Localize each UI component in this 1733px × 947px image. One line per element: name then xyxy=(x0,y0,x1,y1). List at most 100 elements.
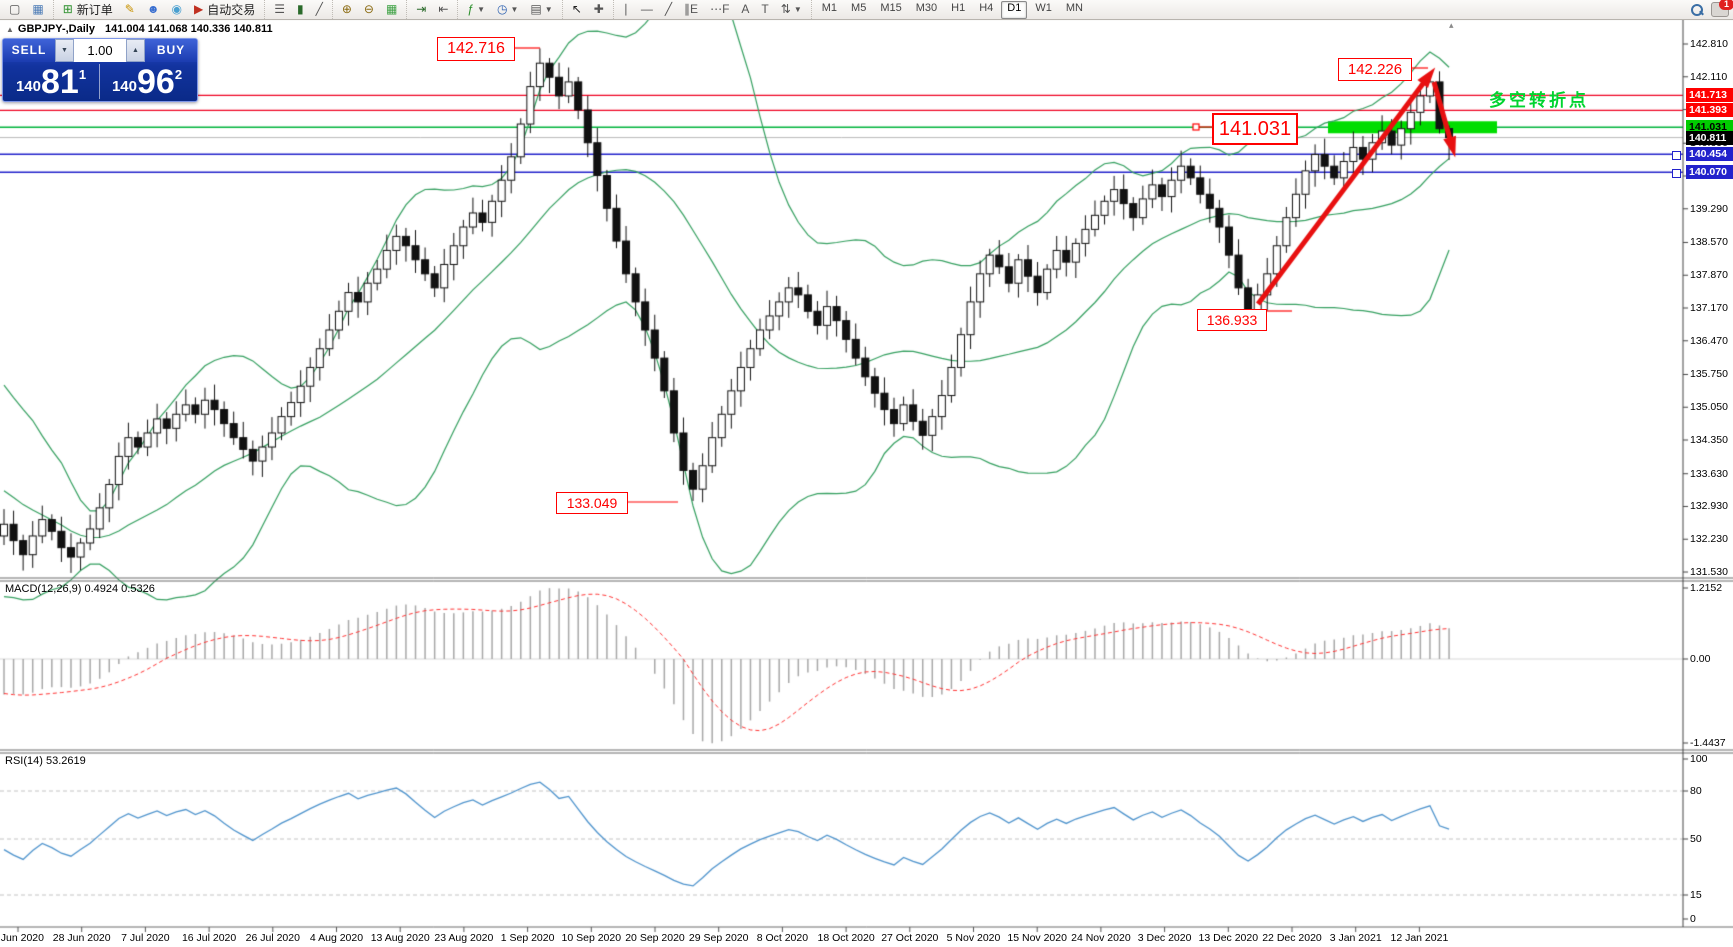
date-axis-label[interactable]: 4 Aug 2020 xyxy=(309,932,364,944)
notifications-icon[interactable]: 1 xyxy=(1711,0,1733,17)
timeframe-w1-button[interactable]: W1 xyxy=(1035,1,1052,14)
sell-button[interactable]: SELL xyxy=(3,39,55,62)
auto-scroll-icon: ⇥ xyxy=(416,2,427,16)
date-axis-label[interactable]: 29 Sep 2020 xyxy=(688,932,749,944)
low-label-dec[interactable]: 136.933 xyxy=(1197,309,1267,331)
text-icon: A xyxy=(741,2,750,16)
text-button[interactable]: A xyxy=(736,0,754,19)
date-axis-label[interactable]: 10 Sep 2020 xyxy=(561,932,622,944)
line-handle[interactable] xyxy=(1672,150,1681,160)
auto-scroll-button[interactable]: ⇥ xyxy=(411,0,431,19)
crosshair-button[interactable]: ✚ xyxy=(589,0,609,19)
zoom-in-button[interactable]: ⊕ xyxy=(337,0,357,19)
signals-button[interactable]: ◉ xyxy=(166,0,186,19)
date-axis-label[interactable]: 24 Nov 2020 xyxy=(1071,932,1131,944)
buy-button[interactable]: BUY xyxy=(145,39,197,62)
timeframe-h4-button[interactable]: H4 xyxy=(979,1,994,14)
arrows-button[interactable]: ⇅ ▼ xyxy=(776,0,807,19)
chart-shift-marker[interactable]: ▴ xyxy=(1449,20,1454,30)
horizontal-line-button[interactable]: — xyxy=(636,0,658,19)
bar-chart-button[interactable]: ☰ xyxy=(269,0,290,19)
date-axis-label[interactable]: 15 Nov 2020 xyxy=(1007,932,1067,944)
date-axis-label[interactable]: 20 Sep 2020 xyxy=(625,932,685,944)
date-axis-label[interactable]: 13 Dec 2020 xyxy=(1198,932,1259,944)
date-axis-label[interactable]: 3 Jan 2021 xyxy=(1329,932,1382,944)
timeframe-m15-button[interactable]: M15 xyxy=(880,1,902,14)
price-axis-label: 136.470 xyxy=(1690,334,1728,347)
equidistant-channel-button[interactable]: ∥E xyxy=(679,0,703,19)
price-level-tag: 141.713 xyxy=(1686,88,1733,103)
chart-profiles-button[interactable]: ▦ xyxy=(27,0,48,19)
buy-price[interactable]: 140 96 2 xyxy=(99,62,195,101)
chart-shift-button[interactable]: ⇤ xyxy=(433,0,453,19)
community-button[interactable]: ☻ xyxy=(142,0,165,19)
line-chart-button[interactable]: ╱ xyxy=(311,0,328,19)
new-order-button[interactable]: ⊞ 新订单 xyxy=(58,0,118,19)
timeframe-m1-button[interactable]: M1 xyxy=(821,1,838,14)
trendline-button[interactable]: ╱ xyxy=(660,0,677,19)
candlestick-chart-button[interactable]: ▮ xyxy=(292,0,309,19)
zoom-in-icon: ⊕ xyxy=(341,2,352,16)
templates-button[interactable]: ▤ ▼ xyxy=(525,0,557,19)
tile-windows-button[interactable]: ▦ xyxy=(381,0,402,19)
timeframe-m5-button[interactable]: M5 xyxy=(851,1,867,14)
tile-windows-icon: ▦ xyxy=(385,2,398,16)
date-axis-label[interactable]: 8 Jun 2020 xyxy=(0,932,44,944)
high-label-jan[interactable]: 142.226 xyxy=(1338,58,1412,81)
toolbar-group: ☰ ▮ ╱ xyxy=(264,0,332,19)
date-axis-label[interactable]: 26 Jul 2020 xyxy=(245,932,300,944)
line-handle[interactable] xyxy=(1672,168,1681,178)
search-icon[interactable] xyxy=(1690,3,1704,16)
date-axis-label[interactable]: 16 Jul 2020 xyxy=(181,932,237,944)
metaeditor-button[interactable]: ✎ xyxy=(120,0,140,19)
cursor-button[interactable]: ↖ xyxy=(567,0,587,19)
volume-increase-button[interactable]: ▲ xyxy=(126,39,145,62)
trendline-icon: ╱ xyxy=(664,2,673,16)
date-axis-label[interactable]: 12 Jan 2021 xyxy=(1390,932,1449,944)
macd-label: MACD(12,26,9) 0.4924 0.5326 xyxy=(5,583,155,595)
new-chart-icon: ▢ xyxy=(9,2,21,16)
autotrading-button[interactable]: ▶ 自动交易 xyxy=(189,0,260,19)
date-axis-label[interactable]: 28 Jun 2020 xyxy=(52,932,111,944)
dropdown-arrow-icon[interactable]: ▼ xyxy=(477,5,486,14)
date-axis-label[interactable]: 27 Oct 2020 xyxy=(881,932,939,944)
new-chart-button[interactable]: ▢ xyxy=(4,0,25,19)
main-toolbar: ▢ ▦ ⊞ 新订单 ✎ ☻ ◉ ▶ 自动交易 ☰ ▮ ╱ ⊕ ⊖ ▦ ⇥ ⇤ ƒ ▼ ◷ ▼ ▤ ▼ ↖ ✚ ∣ — ╱ ∥E ⋯F A T ⇅… xyxy=(0,0,1733,20)
date-axis-label[interactable]: 18 Oct 2020 xyxy=(817,932,875,944)
date-axis-label[interactable]: 13 Aug 2020 xyxy=(370,932,430,944)
date-axis-label[interactable]: 8 Oct 2020 xyxy=(756,932,809,944)
sell-price[interactable]: 140 81 1 xyxy=(3,62,99,101)
date-axis-label[interactable]: 1 Sep 2020 xyxy=(500,932,555,944)
date-axis-label[interactable]: 22 Dec 2020 xyxy=(1262,932,1322,944)
support-label[interactable]: 141.031 xyxy=(1212,113,1298,145)
periods-button[interactable]: ◷ ▼ xyxy=(492,0,523,19)
timeframe-m30-button[interactable]: M30 xyxy=(915,1,938,14)
timeframe-mn-button[interactable]: MN xyxy=(1065,1,1083,14)
dropdown-arrow-icon[interactable]: ▼ xyxy=(510,5,519,14)
bar-chart-icon: ☰ xyxy=(274,2,285,16)
timeframe-d1-button[interactable]: D1 xyxy=(1001,0,1028,19)
indicators-icon: ƒ xyxy=(467,2,475,16)
toolbar-group: ⇥ ⇤ xyxy=(406,0,457,19)
zoom-out-icon: ⊖ xyxy=(363,2,374,16)
dropdown-arrow-icon[interactable]: ▼ xyxy=(544,5,553,14)
volume-decrease-button[interactable]: ▼ xyxy=(55,39,74,62)
dropdown-arrow-icon[interactable]: ▼ xyxy=(793,5,802,14)
text-label-icon: T xyxy=(761,2,769,16)
volume-input[interactable]: 1.00 xyxy=(74,39,126,62)
date-axis-label[interactable]: 23 Aug 2020 xyxy=(434,932,494,944)
high-label-sep[interactable]: 142.716 xyxy=(437,37,515,61)
fibonacci-button[interactable]: ⋯F xyxy=(705,0,734,19)
date-axis-label[interactable]: 7 Jul 2020 xyxy=(121,932,170,944)
low-label-sep[interactable]: 133.049 xyxy=(556,492,628,514)
date-axis-label[interactable]: 3 Dec 2020 xyxy=(1137,932,1192,944)
vertical-line-button[interactable]: ∣ xyxy=(618,0,634,19)
text-label-button[interactable]: T xyxy=(756,0,773,19)
date-axis-label[interactable]: 5 Nov 2020 xyxy=(946,932,1001,944)
bull-bear-turning-point-note[interactable]: 多空转折点 xyxy=(1489,91,1589,110)
indicators-button[interactable]: ƒ ▼ xyxy=(462,0,490,19)
zoom-out-button[interactable]: ⊖ xyxy=(359,0,379,19)
timeframe-h1-button[interactable]: H1 xyxy=(951,1,966,14)
